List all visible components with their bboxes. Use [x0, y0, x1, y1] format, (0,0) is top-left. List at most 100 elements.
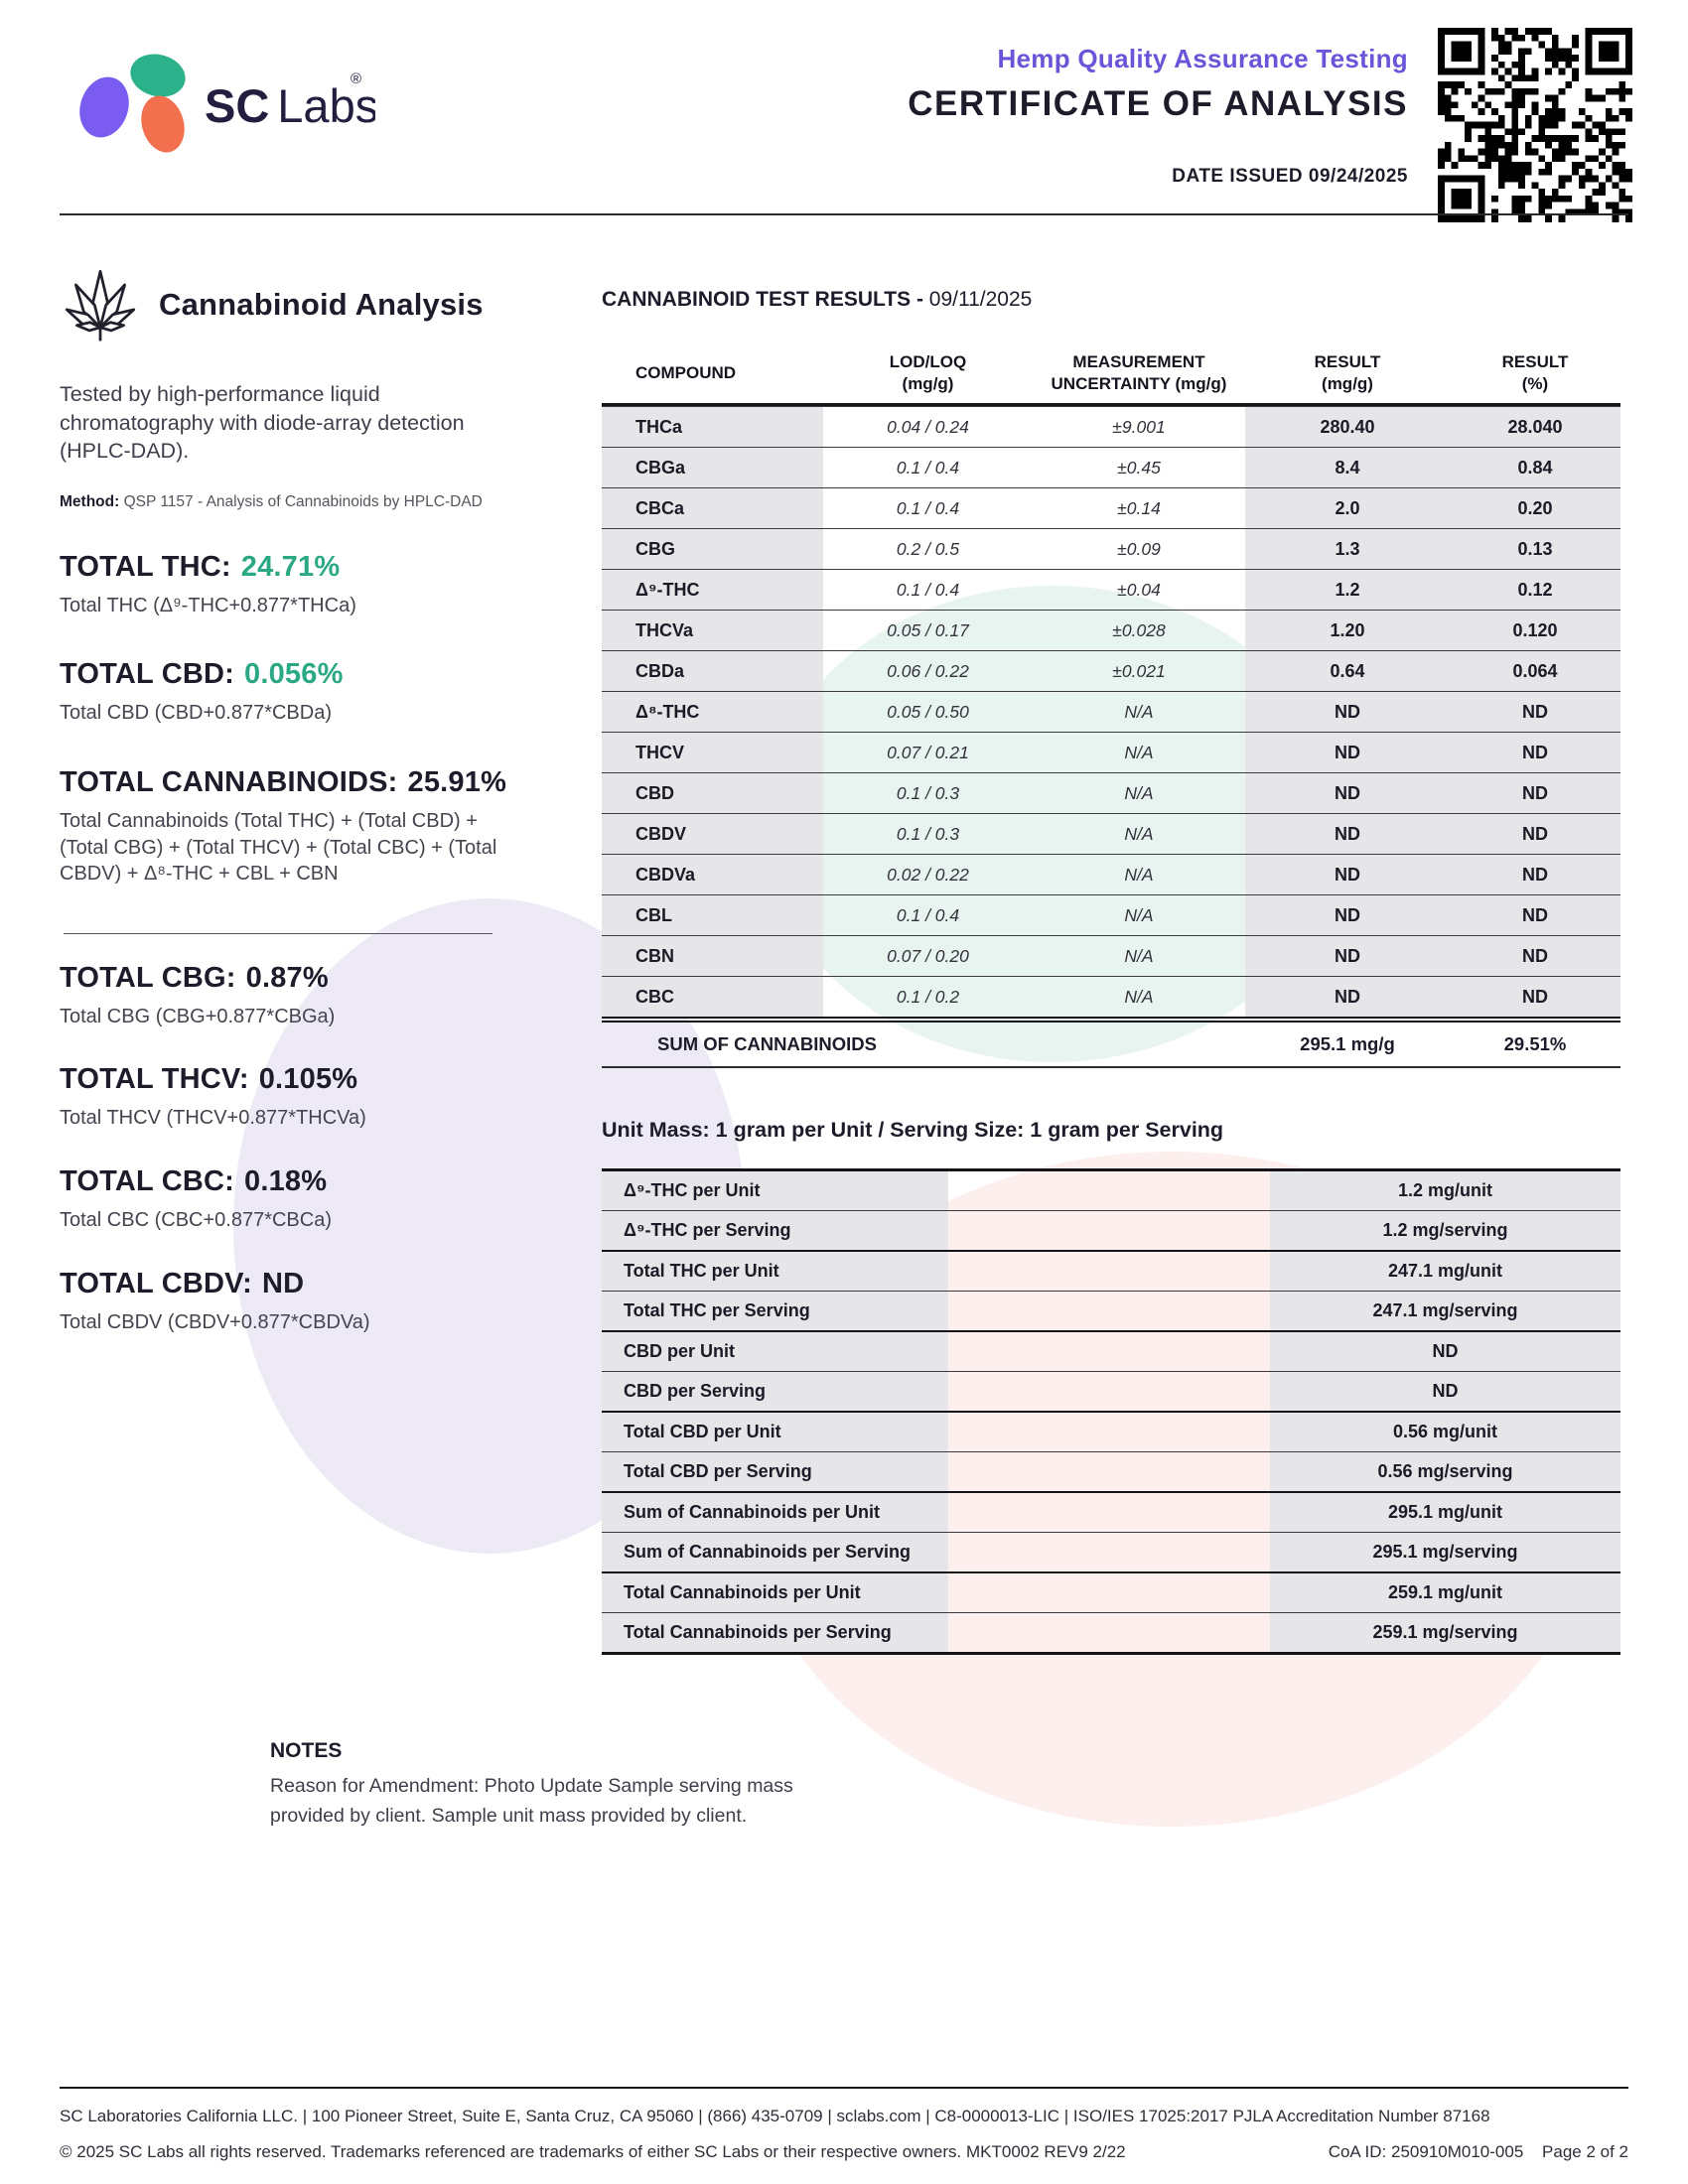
footer-copyright: © 2025 SC Labs all rights reserved. Trad… — [60, 2142, 1126, 2161]
notes-title: NOTES — [270, 1739, 343, 1762]
uncertainty-value: N/A — [1124, 782, 1154, 803]
column-header-line: (%) — [1521, 373, 1549, 393]
total-block: TOTAL CBD: 0.056% Total CBD (CBD+0.877*CBD… — [60, 658, 526, 727]
compound-name: CBDa — [602, 651, 823, 691]
unit-table-row: CBD per Serving ND — [602, 1371, 1620, 1411]
unit-row-value: 247.1 mg/unit — [1270, 1252, 1620, 1291]
result-pct-value: ND — [1450, 855, 1620, 894]
result-mg-value: ND — [1245, 855, 1450, 894]
result-pct-value: 0.120 — [1450, 611, 1620, 650]
table-row: CBDa 0.06 / 0.22 ±0.021 0.64 0.064 — [602, 650, 1620, 691]
decorative-blob-teal — [765, 586, 1340, 1062]
uncertainty-value: N/A — [1124, 864, 1154, 885]
compound-name: CBL — [602, 895, 823, 935]
uncertainty-value: ±0.04 — [1117, 579, 1161, 600]
sum-mg-value: 295.1 mg/g — [1300, 1033, 1395, 1054]
coa-id: CoA ID: 250910M010-005 — [1328, 2142, 1524, 2161]
lod-loq-value: 0.1 / 0.4 — [896, 904, 960, 925]
result-mg-value: ND — [1245, 733, 1450, 772]
total-formula: Total CBD (CBD+0.877*CBDa) — [60, 702, 332, 725]
unit-row-label: CBD per Serving — [602, 1372, 948, 1411]
lod-loq-value: 0.1 / 0.3 — [896, 782, 960, 803]
results-table-title: CANNABINOID TEST RESULTS - 09/11/2025 — [602, 288, 1620, 312]
total-label: TOTAL THCV: — [60, 1063, 249, 1096]
table-row: Δ⁸-THC 0.05 / 0.50 N/A ND ND — [602, 691, 1620, 732]
unit-row-label: Total CBD per Unit — [602, 1413, 948, 1451]
table-row: CBN 0.07 / 0.20 N/A ND ND — [602, 935, 1620, 976]
total-label: TOTAL CBC: — [60, 1164, 234, 1197]
compound-name: Δ⁸-THC — [602, 692, 823, 732]
total-line: TOTAL CBDV: ND — [60, 1268, 526, 1300]
brand-wordmark: SC Labs — [205, 79, 375, 132]
uncertainty-value: ±0.09 — [1117, 538, 1161, 559]
totals-secondary: TOTAL CBG: 0.87% Total CBG (CBG+0.877*CBGa… — [60, 962, 526, 1335]
uncertainty-value: N/A — [1124, 904, 1154, 925]
lod-loq-value: 0.07 / 0.21 — [887, 742, 969, 762]
uncertainty-value: N/A — [1124, 823, 1154, 844]
result-mg-value: 1.3 — [1245, 529, 1450, 569]
header-divider — [60, 213, 1628, 215]
unit-row-value: 259.1 mg/unit — [1270, 1573, 1620, 1612]
result-mg-value: ND — [1245, 895, 1450, 935]
uncertainty-value: ±0.14 — [1117, 497, 1161, 518]
total-value: 0.105% — [258, 1063, 358, 1096]
unit-row-spacer — [948, 1171, 1270, 1210]
column-header: LOD/LOQ (mg/g) — [823, 340, 1033, 403]
uncertainty-value: ±0.45 — [1117, 457, 1161, 478]
lod-loq-value: 0.1 / 0.4 — [896, 579, 960, 600]
unit-row-spacer — [948, 1573, 1270, 1612]
cannabinoid-results-table: COMPOUND LOD/LOQ (mg/g) MEASUREMENT UNCERTAI… — [602, 340, 1620, 1068]
table-row: CBDVa 0.02 / 0.22 N/A ND ND — [602, 854, 1620, 894]
total-formula: Total THC (Δ⁹-THC+0.877*THCa) — [60, 594, 356, 616]
analysis-description: Tested by high-performance liquid chroma… — [60, 382, 465, 464]
table-row: CBG 0.2 / 0.5 ±0.09 1.3 0.13 — [602, 528, 1620, 569]
lod-loq-value: 0.07 / 0.20 — [887, 945, 969, 966]
analysis-header: Cannabinoid Analysis — [60, 263, 526, 346]
compound-name: THCVa — [602, 611, 823, 650]
column-header: RESULT (mg/g) — [1245, 340, 1450, 403]
unit-row-spacer — [948, 1613, 1270, 1652]
result-pct-value: ND — [1450, 936, 1620, 976]
table-row: CBD 0.1 / 0.3 N/A ND ND — [602, 772, 1620, 813]
total-value: 0.18% — [244, 1164, 328, 1197]
lod-loq-value: 0.04 / 0.24 — [887, 416, 969, 437]
total-label: TOTAL CBDV: — [60, 1267, 252, 1299]
footer-divider — [60, 2087, 1628, 2089]
result-pct-value: ND — [1450, 733, 1620, 772]
lod-loq-value: 0.02 / 0.22 — [887, 864, 969, 885]
cannabinoid-analysis-panel: Cannabinoid Analysis Tested by high-perf… — [60, 263, 526, 1335]
uncertainty-value: N/A — [1124, 701, 1154, 722]
total-value: ND — [261, 1267, 305, 1299]
total-formula: Total CBDV (CBDV+0.877*CBDVa) — [60, 1310, 370, 1333]
unit-table-row: Total CBD per Serving 0.56 mg/serving — [602, 1451, 1620, 1491]
analysis-title: Cannabinoid Analysis — [159, 287, 484, 322]
result-mg-value: 1.20 — [1245, 611, 1450, 650]
total-block: TOTAL CBG: 0.87% Total CBG (CBG+0.877*CBGa… — [60, 962, 526, 1030]
column-header: MEASUREMENT UNCERTAINTY (mg/g) — [1033, 340, 1245, 403]
result-pct-value: ND — [1450, 895, 1620, 935]
total-line: TOTAL CANNABINOIDS: 25.91% — [60, 766, 526, 799]
table-row: CBDV 0.1 / 0.3 N/A ND ND — [602, 813, 1620, 854]
unit-row-value: ND — [1270, 1332, 1620, 1371]
total-value: 24.71% — [240, 550, 341, 583]
method-text: QSP 1157 - Analysis of Cannabinoids by H… — [123, 492, 483, 510]
logo-oval-orange — [141, 95, 185, 153]
lod-loq-value: 0.1 / 0.2 — [896, 986, 960, 1007]
method-label: Method: — [60, 492, 120, 510]
unit-table-row: CBD per Unit ND — [602, 1330, 1620, 1371]
column-header-line: COMPOUND — [635, 362, 737, 382]
column-header-line: LOD/LOQ — [889, 351, 967, 371]
compound-name: CBCa — [602, 488, 823, 528]
compound-name: CBDVa — [602, 855, 823, 894]
column-header: COMPOUND — [602, 340, 823, 403]
sum-spacer — [1033, 1023, 1245, 1066]
unit-table-row: Sum of Cannabinoids per Unit 295.1 mg/uni… — [602, 1491, 1620, 1532]
column-header-line: (mg/g) — [902, 373, 954, 393]
unit-row-label: Total THC per Unit — [602, 1252, 948, 1291]
unit-row-spacer — [948, 1372, 1270, 1411]
result-mg-value: ND — [1245, 692, 1450, 732]
unit-row-label: Sum of Cannabinoids per Unit — [602, 1493, 948, 1532]
uncertainty-value: N/A — [1124, 742, 1154, 762]
sc-labs-logo: SC Labs ® — [58, 46, 378, 155]
lod-loq-value: 0.2 / 0.5 — [896, 538, 960, 559]
